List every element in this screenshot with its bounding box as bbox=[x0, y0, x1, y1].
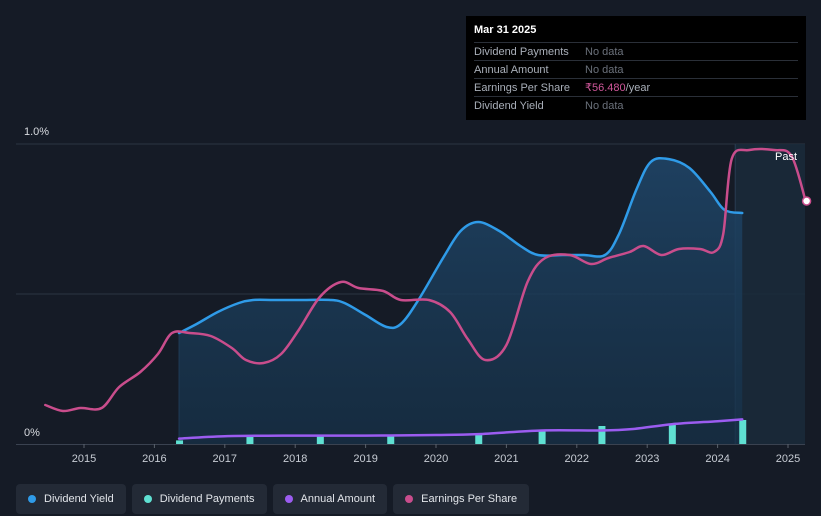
legend-dividend-payments[interactable]: Dividend Payments bbox=[131, 484, 267, 514]
x-tick-label: 2019 bbox=[353, 453, 377, 465]
tooltip-value: ₹56.480 bbox=[585, 82, 626, 94]
tooltip-row-earnings-per-share: Earnings Per Share ₹56.480/year bbox=[474, 78, 798, 96]
tooltip-row-dividend-payments: Dividend Payments No data bbox=[474, 42, 798, 60]
legend-dot-icon bbox=[284, 495, 293, 503]
tooltip-value: No data bbox=[585, 63, 624, 76]
y-axis-min-label: 0% bbox=[24, 427, 40, 439]
axis-labels: 1.0% 0% Past 2015 2016 2017 2018 2019 2020 2021 20… bbox=[24, 126, 800, 465]
dividend-yield-area-fill bbox=[179, 158, 743, 444]
legend-annual-amount[interactable]: Annual Amount bbox=[272, 484, 388, 514]
tooltip-label: Dividend Yield bbox=[474, 99, 544, 112]
x-tick-label: 2018 bbox=[283, 453, 307, 465]
legend-label: Dividend Yield bbox=[44, 493, 114, 505]
x-tick-label: 2015 bbox=[72, 453, 96, 465]
legend-dot-icon bbox=[405, 495, 414, 503]
dividend-payment-bar bbox=[387, 435, 395, 444]
legend-label: Annual Amount bbox=[300, 493, 376, 505]
x-tick-label: 2016 bbox=[142, 453, 166, 465]
past-region-shade bbox=[735, 144, 805, 444]
x-tick-label: 2023 bbox=[635, 453, 659, 465]
annual-amount-line bbox=[177, 418, 744, 440]
series-lines bbox=[44, 147, 812, 440]
past-label: Past bbox=[775, 151, 797, 163]
dividend-payment-bar bbox=[475, 433, 483, 444]
legend-earnings-per-share[interactable]: Earnings Per Share bbox=[393, 484, 530, 514]
tooltip: Mar 31 2025 Dividend Payments No data An… bbox=[466, 16, 806, 120]
dividend-payment-bar bbox=[668, 424, 676, 444]
legend: Dividend Yield Dividend Payments Annual … bbox=[16, 484, 530, 514]
dividend-yield-area bbox=[178, 158, 743, 444]
tooltip-row-dividend-yield: Dividend Yield No data bbox=[474, 96, 798, 114]
dividend-payment-bar bbox=[538, 430, 546, 444]
tooltip-date: Mar 31 2025 bbox=[474, 24, 537, 36]
x-tick-label: 2025 bbox=[776, 453, 800, 465]
x-tick-label: 2020 bbox=[424, 453, 448, 465]
legend-label: Earnings Per Share bbox=[421, 493, 518, 505]
x-tick-label: 2017 bbox=[213, 453, 237, 465]
x-tick-label: 2024 bbox=[705, 453, 729, 465]
legend-dividend-yield[interactable]: Dividend Yield bbox=[16, 484, 126, 514]
dividend-payment-bar bbox=[316, 436, 324, 444]
dividend-payment-bars bbox=[176, 420, 747, 444]
tooltip-unit: /year bbox=[625, 81, 651, 94]
legend-label: Dividend Payments bbox=[159, 493, 255, 505]
tooltip-label: Annual Amount bbox=[474, 63, 549, 76]
tooltip-label: Earnings Per Share bbox=[474, 81, 570, 94]
dividend-payment-bar bbox=[176, 440, 184, 444]
x-tick-label: 2022 bbox=[565, 453, 589, 465]
past-region bbox=[734, 144, 805, 444]
legend-dot-icon bbox=[28, 495, 36, 503]
legend-dot-icon bbox=[143, 495, 152, 503]
tooltip-value: No data bbox=[585, 99, 624, 112]
y-axis-max-label: 1.0% bbox=[24, 126, 49, 138]
tooltip-value: No data bbox=[585, 45, 624, 58]
tooltip-label: Dividend Payments bbox=[474, 45, 569, 58]
dividend-payment-bar bbox=[246, 435, 254, 444]
eps-end-marker bbox=[801, 196, 812, 206]
tooltip-row-annual-amount: Annual Amount No data bbox=[474, 60, 798, 78]
dividend-payment-bar bbox=[598, 426, 606, 444]
x-tick-label: 2021 bbox=[494, 453, 518, 465]
dividend-payment-bar bbox=[739, 420, 747, 444]
dividend-yield-line bbox=[177, 156, 744, 335]
earnings-per-share-line bbox=[44, 147, 807, 413]
